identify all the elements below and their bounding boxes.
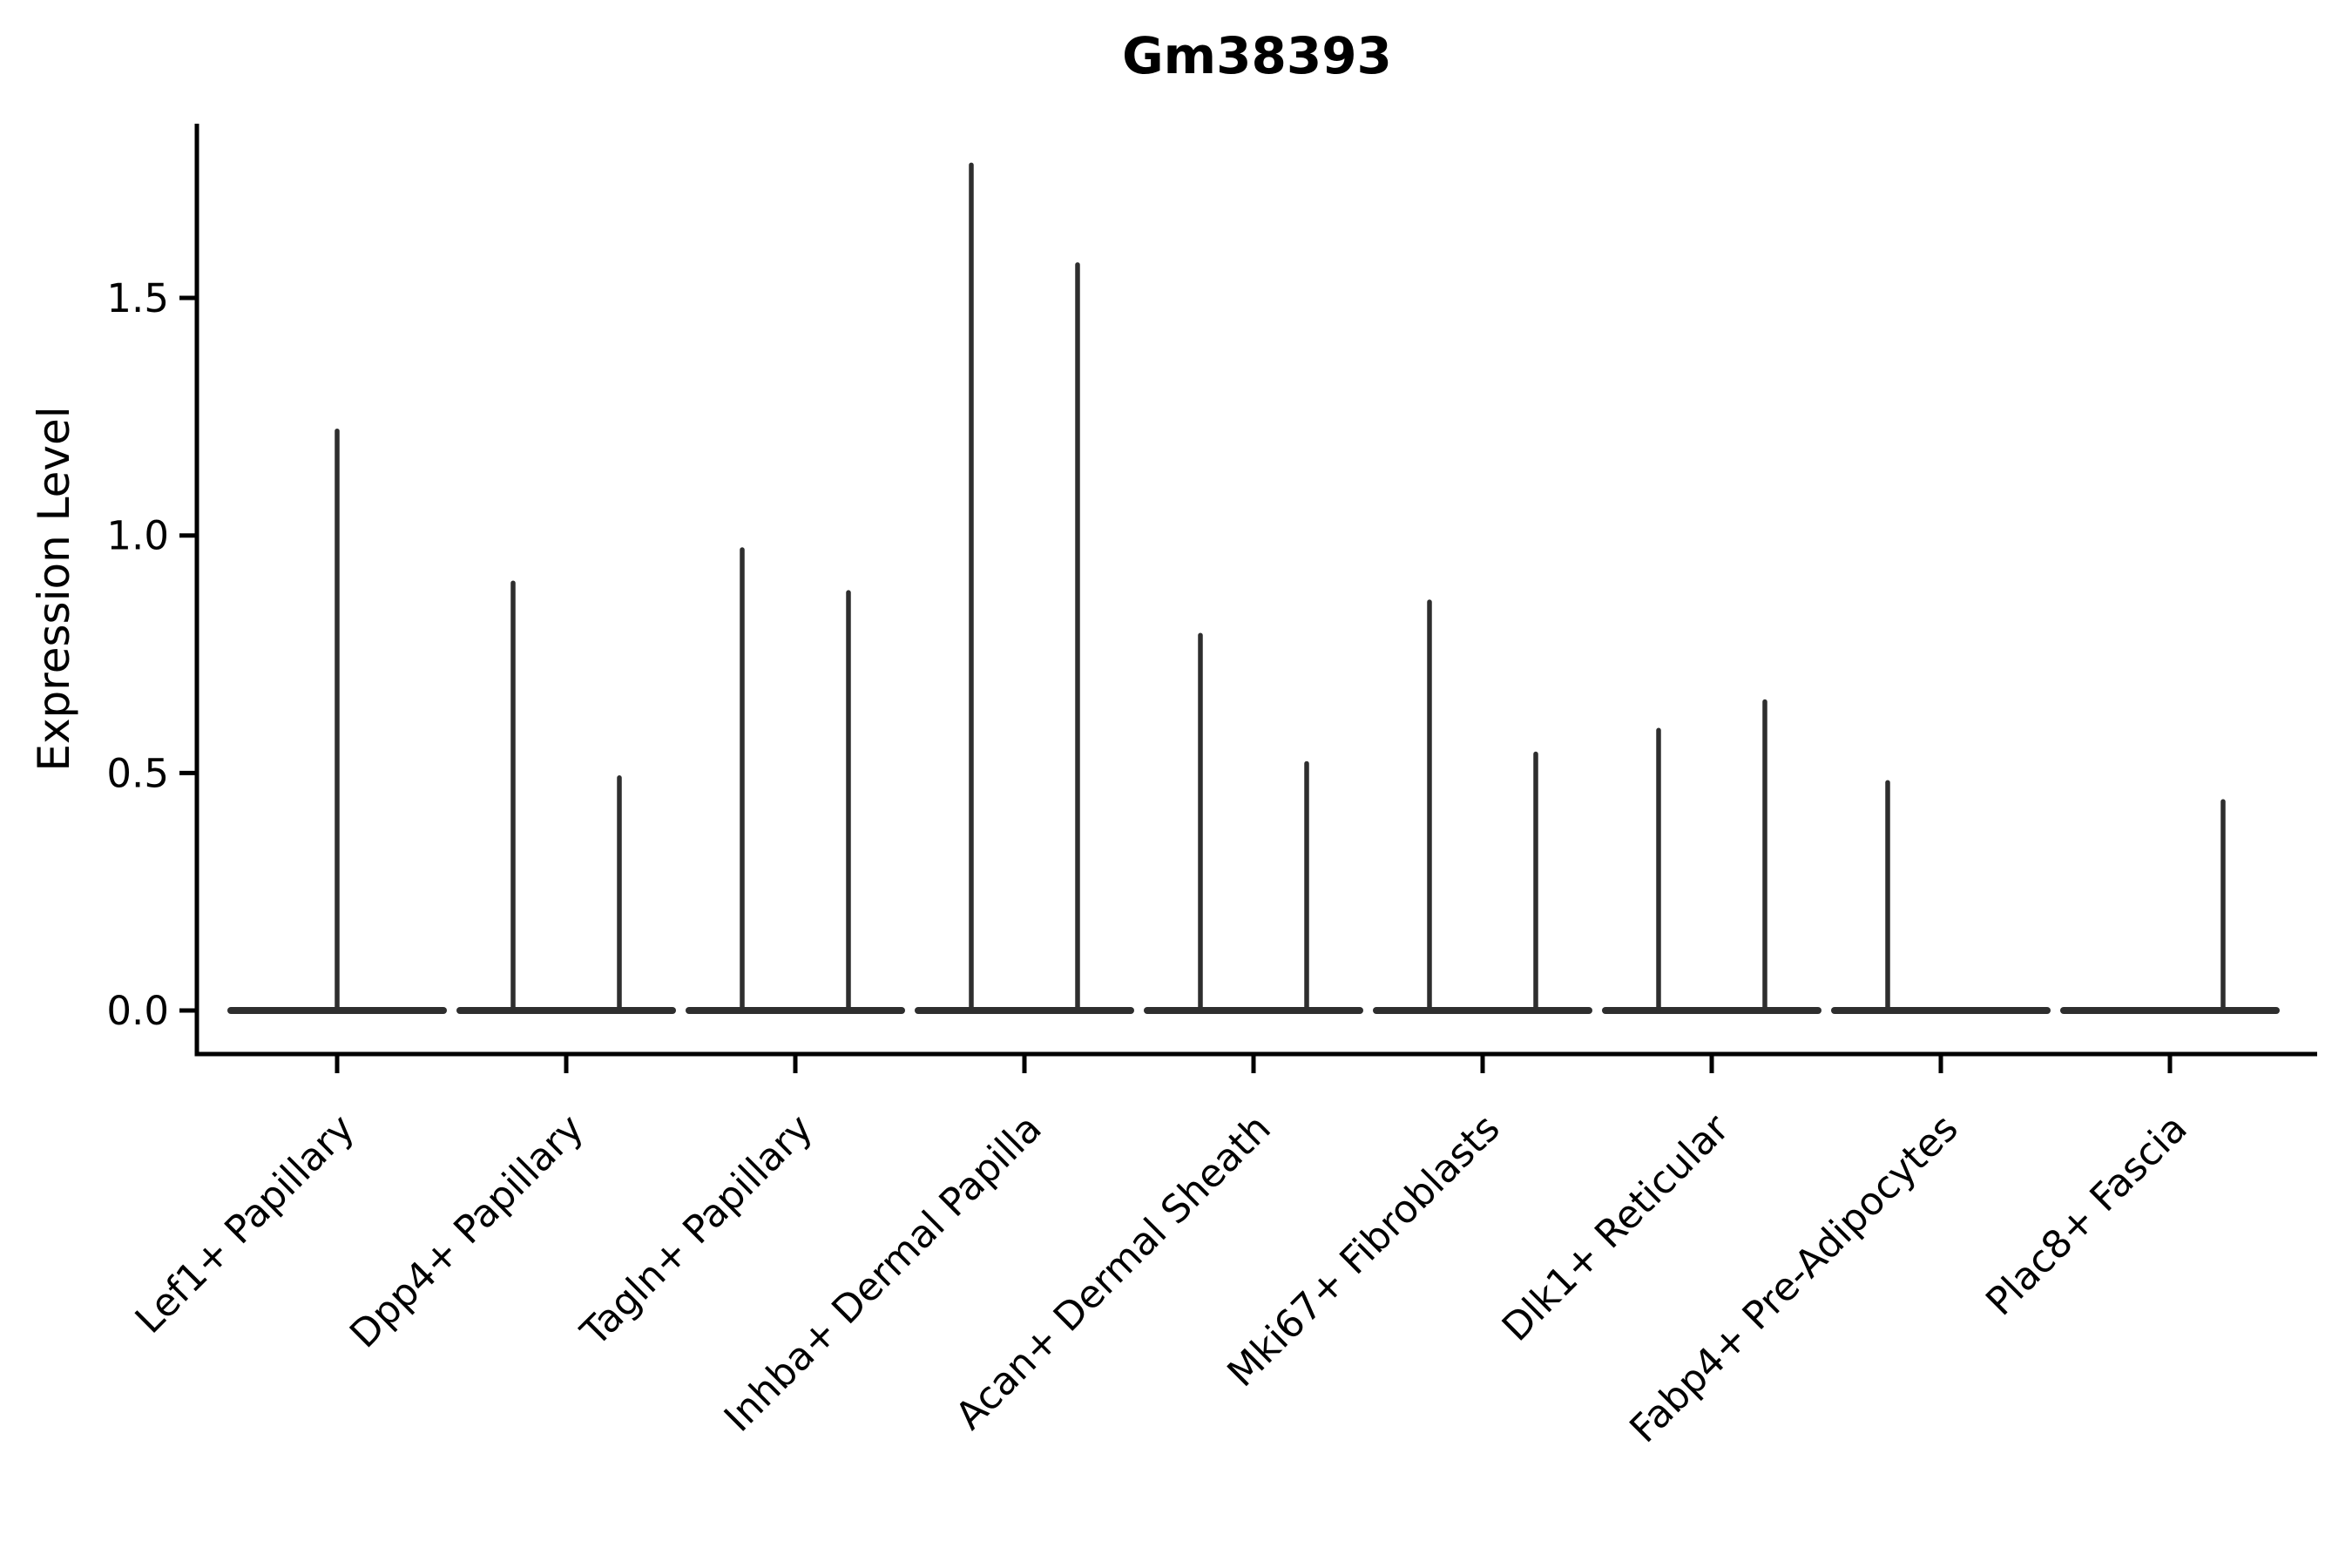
y-tick-label: 1.5 bbox=[106, 275, 169, 321]
chart-title: Gm38393 bbox=[1122, 26, 1392, 85]
y-tick-label: 0.0 bbox=[106, 988, 169, 1034]
x-tick-label: Tagln+ Papillary bbox=[572, 1106, 821, 1355]
x-tick-label: Dpp4+ Papillary bbox=[341, 1106, 592, 1357]
x-tick-label: Lef1+ Papillary bbox=[127, 1106, 363, 1342]
x-tick-label: Dlk1+ Reticular bbox=[1494, 1105, 1739, 1350]
x-tick-label: Plac8+ Fascia bbox=[1977, 1106, 2196, 1325]
y-tick-label: 0.5 bbox=[106, 750, 169, 796]
y-tick-label: 1.0 bbox=[106, 513, 169, 559]
